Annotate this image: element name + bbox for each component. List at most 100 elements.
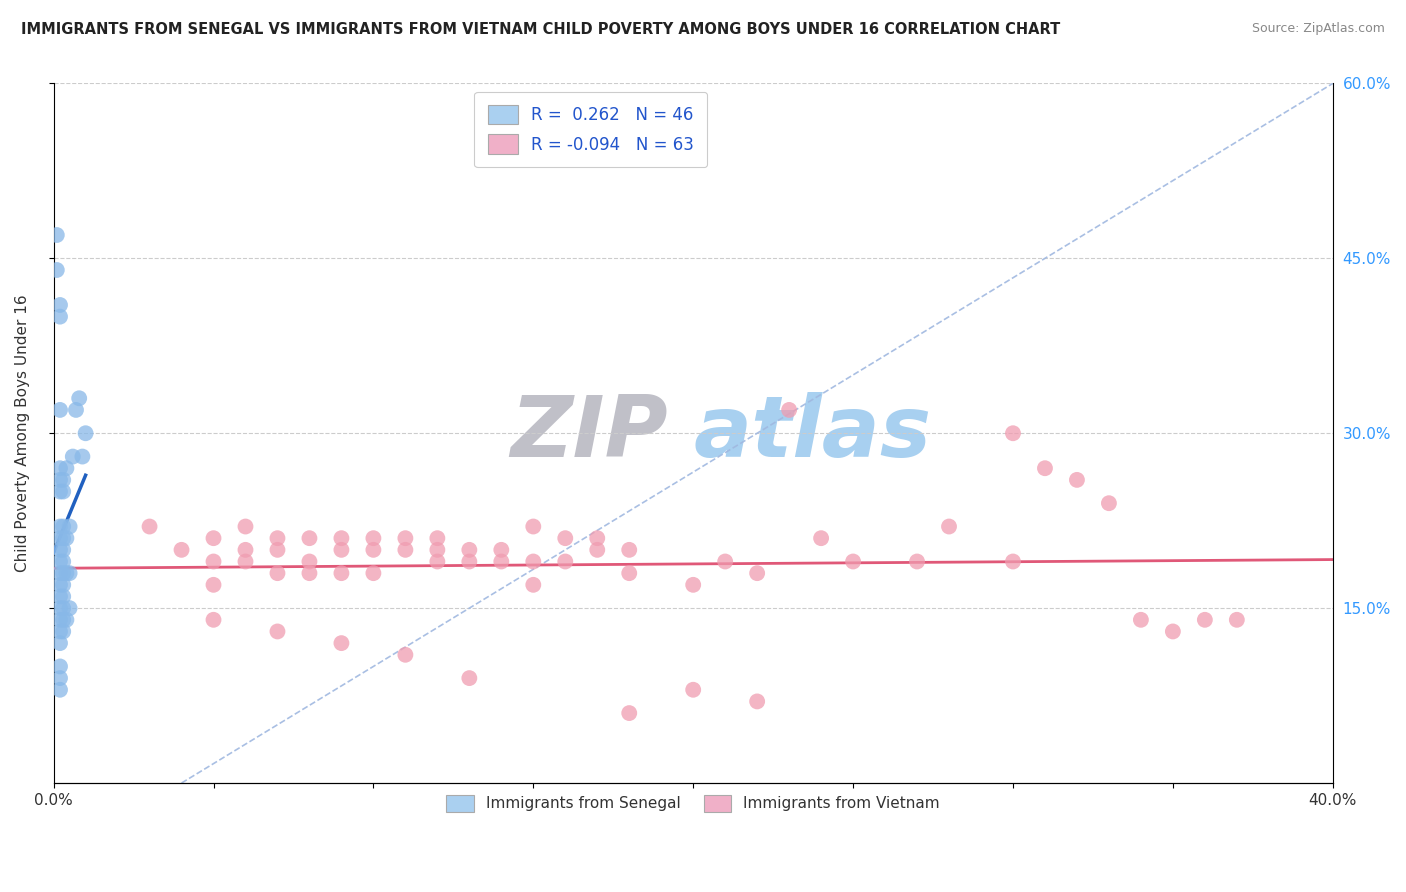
Point [202,613,225,627]
Point [52,613,75,627]
Point [55,566,77,581]
Y-axis label: Child Poverty Among Boys Under 16: Child Poverty Among Boys Under 16 [15,294,30,572]
Point [905,554,928,568]
Point [52,542,75,557]
Point [330,636,353,650]
Point [330,566,353,581]
Point [45,227,67,242]
Point [266,531,288,545]
Point [363,531,385,545]
Point [491,554,513,568]
Point [586,531,609,545]
Point [49,601,72,615]
Point [52,519,75,533]
Point [49,484,72,499]
Point [619,706,641,720]
Point [1098,496,1121,510]
Point [426,531,449,545]
Point [52,554,75,568]
Point [363,566,385,581]
Point [1129,613,1152,627]
Point [49,519,72,533]
Point [202,578,225,592]
Point [67,391,90,405]
Text: IMMIGRANTS FROM SENEGAL VS IMMIGRANTS FROM VIETNAM CHILD POVERTY AMONG BOYS UNDE: IMMIGRANTS FROM SENEGAL VS IMMIGRANTS FR… [21,22,1060,37]
Point [266,566,288,581]
Point [59,519,82,533]
Point [298,566,321,581]
Point [1001,554,1024,568]
Point [458,671,481,685]
Point [52,578,75,592]
Point [522,554,544,568]
Point [49,636,72,650]
Point [65,403,87,417]
Point [202,531,225,545]
Point [202,554,225,568]
Point [52,624,75,639]
Point [235,554,257,568]
Point [938,519,960,533]
Point [45,263,67,277]
Point [52,590,75,604]
Point [426,554,449,568]
Point [682,578,704,592]
Point [330,531,353,545]
Point [1226,613,1249,627]
Point [394,542,416,557]
Point [59,566,82,581]
Point [75,426,97,441]
Point [554,531,576,545]
Point [394,648,416,662]
Point [55,613,77,627]
Point [714,554,737,568]
Point [235,542,257,557]
Point [747,566,769,581]
Point [52,473,75,487]
Point [49,461,72,475]
Point [619,542,641,557]
Point [52,566,75,581]
Text: Source: ZipAtlas.com: Source: ZipAtlas.com [1251,22,1385,36]
Point [49,671,72,685]
Point [138,519,160,533]
Point [330,542,353,557]
Point [298,531,321,545]
Point [49,590,72,604]
Point [522,519,544,533]
Legend: Immigrants from Senegal, Immigrants from Vietnam: Immigrants from Senegal, Immigrants from… [434,782,952,824]
Point [363,542,385,557]
Point [49,310,72,324]
Point [49,298,72,312]
Point [49,554,72,568]
Point [778,403,800,417]
Point [1033,461,1056,475]
Text: ZIP: ZIP [510,392,668,475]
Point [55,531,77,545]
Point [554,554,576,568]
Point [810,531,832,545]
Point [59,601,82,615]
Point [298,554,321,568]
Point [49,403,72,417]
Point [426,542,449,557]
Point [62,450,84,464]
Point [491,542,513,557]
Point [49,566,72,581]
Point [49,542,72,557]
Point [55,461,77,475]
Point [49,531,72,545]
Point [170,542,193,557]
Point [394,531,416,545]
Point [1066,473,1088,487]
Point [682,682,704,697]
Point [458,554,481,568]
Point [747,694,769,708]
Point [235,519,257,533]
Point [52,484,75,499]
Point [619,566,641,581]
Point [522,578,544,592]
Point [1194,613,1216,627]
Point [49,682,72,697]
Point [72,450,94,464]
